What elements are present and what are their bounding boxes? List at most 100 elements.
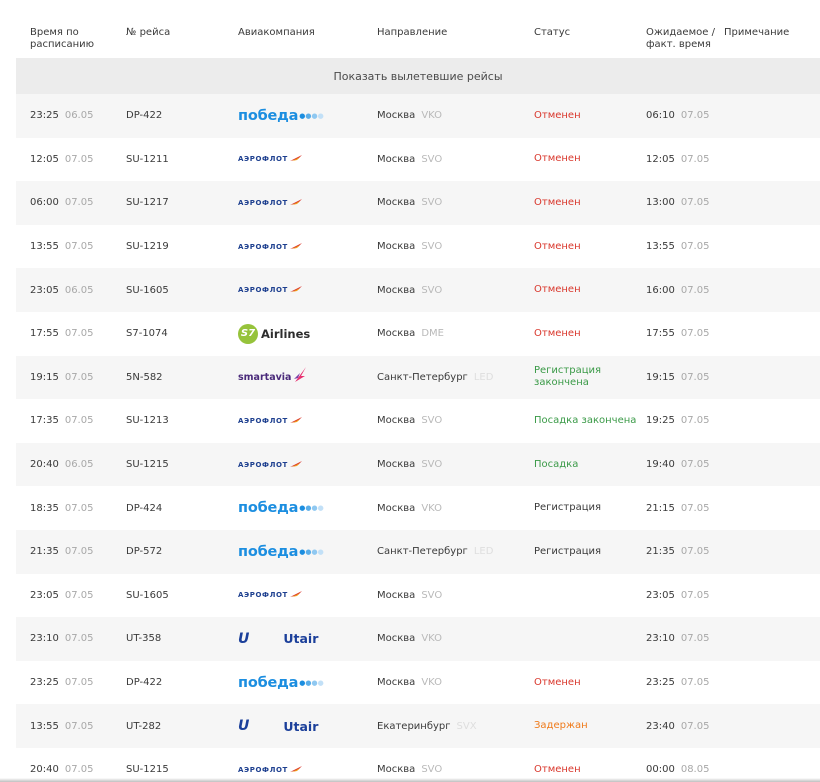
scheduled-time-cell: 23:05 06.05 (30, 268, 93, 312)
scheduled-time: 21:35 (30, 546, 59, 558)
flight-number[interactable]: S7-1074 (126, 328, 168, 340)
aeroflot-logo: АЭРОФЛОТ (238, 574, 303, 618)
destination-cell: Санкт-Петербург LED (377, 356, 493, 400)
expected-date: 07.05 (680, 197, 710, 209)
expected-time: 06:10 (646, 110, 675, 122)
scheduled-time: 06:00 (30, 197, 59, 209)
flight-row[interactable]: 23:10 07.05 UT-358 U Utair Москва VKO 23:10 07.0… (16, 617, 820, 661)
flight-row[interactable]: 20:40 06.05 SU-1215 АЭРОФЛОТ Москва SVO Посадк… (16, 442, 820, 487)
header-destination: Направление (377, 27, 448, 38)
flight-row[interactable]: 06:00 07.05 SU-1217 АЭРОФЛОТ Москва SVO Отмене… (16, 181, 820, 225)
flight-row[interactable]: 18:35 07.05 DP-424 победа ●●●● Москва VKO Регис… (16, 486, 820, 530)
scheduled-date: 07.05 (64, 502, 94, 514)
scheduled-date: 07.05 (64, 415, 94, 427)
destination-airport-code: SVO (421, 284, 443, 296)
expected-time-cell: 21:15 07.05 (646, 486, 709, 530)
flight-row[interactable]: 13:55 07.05 SU-1219 АЭРОФЛОТ Москва SVO Отмене… (16, 224, 820, 269)
scheduled-time: 12:05 (30, 153, 59, 165)
expected-date: 07.05 (680, 546, 710, 558)
flight-row[interactable]: 23:05 07.05 SU-1605 АЭРОФЛОТ Москва SVO 23:05 0… (16, 573, 820, 618)
destination-cell: Москва VKO (377, 486, 442, 530)
expected-time: 16:00 (646, 284, 675, 296)
flight-status: Отменен (534, 327, 581, 339)
destination-airport-code: SVO (421, 153, 443, 165)
flight-status: Отменен (534, 676, 581, 688)
scheduled-time-cell: 17:55 07.05 (30, 312, 93, 356)
flight-row[interactable]: 23:25 07.05 DP-422 победа ●●●● Москва VKO Отмен… (16, 660, 820, 705)
flight-number[interactable]: DP-422 (126, 677, 163, 689)
scheduled-date: 06.05 (64, 284, 94, 296)
flight-number[interactable]: SU-1211 (126, 153, 169, 165)
header-expected-time: Ожидаемое / факт. время (646, 27, 715, 50)
flight-number[interactable]: UT-358 (126, 633, 162, 645)
scheduled-time: 23:05 (30, 284, 59, 296)
flight-row[interactable]: 20:40 07.05 SU-1215 АЭРОФЛОТ Москва SVO Отмене… (16, 747, 820, 782)
flight-status: Отменен (534, 763, 581, 775)
show-departed-flights-button[interactable]: Показать вылетевшие рейсы (16, 58, 820, 94)
airline-cell: победа ●●●● (238, 530, 348, 574)
flight-number[interactable]: DP-424 (126, 502, 163, 514)
flight-number[interactable]: DP-572 (126, 546, 163, 558)
header-scheduled-time: Время по расписанию (30, 27, 95, 50)
expected-time: 23:10 (646, 633, 675, 645)
flight-row[interactable]: 19:15 07.05 5N-582 smartavia Санкт-Петербург… (16, 355, 820, 400)
expected-date: 07.05 (680, 633, 710, 645)
airline-cell: АЭРОФЛОТ (238, 748, 348, 782)
destination-airport-code: SVO (421, 415, 443, 427)
flight-status: Отменен (534, 196, 581, 208)
expected-time-cell: 23:05 07.05 (646, 574, 709, 618)
flight-number[interactable]: 5N-582 (126, 371, 163, 383)
flight-row[interactable]: 21:35 07.05 DP-572 победа ●●●● Санкт-Петербур… (16, 529, 820, 574)
airline-cell: АЭРОФЛОТ (238, 443, 348, 487)
s7-airlines-logo: S7 Airlines (238, 312, 310, 356)
scheduled-time-cell: 12:05 07.05 (30, 138, 93, 182)
flight-row[interactable]: 12:05 07.05 SU-1211 АЭРОФЛОТ Москва SVO Отмене… (16, 137, 820, 182)
expected-time: 21:35 (646, 546, 675, 558)
expected-time-cell: 19:15 07.05 (646, 356, 709, 400)
scheduled-time: 19:15 (30, 371, 59, 383)
expected-time: 19:15 (646, 371, 675, 383)
flight-number[interactable]: SU-1215 (126, 764, 169, 776)
airline-cell: АЭРОФЛОТ (238, 268, 348, 312)
expected-time-cell: 17:55 07.05 (646, 312, 709, 356)
scheduled-date: 07.05 (64, 241, 94, 253)
flight-number[interactable]: SU-1605 (126, 589, 169, 601)
flight-row[interactable]: 23:25 06.05 DP-422 победа ●●●● Москва VKO Отмен… (16, 94, 820, 138)
scheduled-date: 07.05 (64, 197, 94, 209)
aeroflot-logo: АЭРОФЛОТ (238, 399, 303, 443)
destination-city: Санкт-Петербург (377, 371, 468, 383)
flight-number[interactable]: SU-1219 (126, 241, 169, 253)
destination-city: Москва (377, 589, 416, 601)
destination-city: Москва (377, 502, 416, 514)
flight-row[interactable]: 17:55 07.05 S7-1074 S7 Airlines Москва DME Отме… (16, 311, 820, 356)
scheduled-time-cell: 20:40 07.05 (30, 748, 93, 782)
flight-number[interactable]: SU-1605 (126, 284, 169, 296)
aeroflot-logo: АЭРОФЛОТ (238, 443, 303, 487)
expected-date: 07.05 (680, 415, 710, 427)
flight-row[interactable]: 13:55 07.05 UT-282 U Utair Екатеринбург SVX Зад… (16, 704, 820, 748)
flight-number[interactable]: DP-422 (126, 110, 163, 122)
header-airline: Авиакомпания (238, 27, 315, 38)
flight-row[interactable]: 23:05 06.05 SU-1605 АЭРОФЛОТ Москва SVO Отмене… (16, 268, 820, 312)
scheduled-time: 17:35 (30, 415, 59, 427)
airline-cell: U Utair (238, 704, 348, 748)
expected-time-cell: 13:00 07.05 (646, 181, 709, 225)
pobeda-logo: победа ●●●● (238, 107, 324, 124)
flight-number[interactable]: SU-1215 (126, 459, 169, 471)
expected-date: 07.05 (680, 284, 710, 296)
destination-cell: Москва DME (377, 312, 444, 356)
flight-number[interactable]: SU-1217 (126, 197, 169, 209)
destination-airport-code: SVO (421, 459, 443, 471)
scheduled-date: 06.05 (64, 459, 94, 471)
scheduled-date: 07.05 (64, 589, 94, 601)
flight-number[interactable]: SU-1213 (126, 415, 169, 427)
airline-cell: победа ●●●● (238, 661, 348, 705)
expected-time: 00:00 (646, 764, 675, 776)
destination-cell: Санкт-Петербург LED (377, 530, 493, 574)
flight-row[interactable]: 17:35 07.05 SU-1213 АЭРОФЛОТ Москва SVO Посадк… (16, 399, 820, 443)
scheduled-date: 07.05 (64, 546, 94, 558)
aeroflot-logo: АЭРОФЛОТ (238, 181, 303, 225)
flight-number[interactable]: UT-282 (126, 720, 162, 732)
expected-time: 19:25 (646, 415, 675, 427)
expected-time-cell: 19:40 07.05 (646, 443, 709, 487)
